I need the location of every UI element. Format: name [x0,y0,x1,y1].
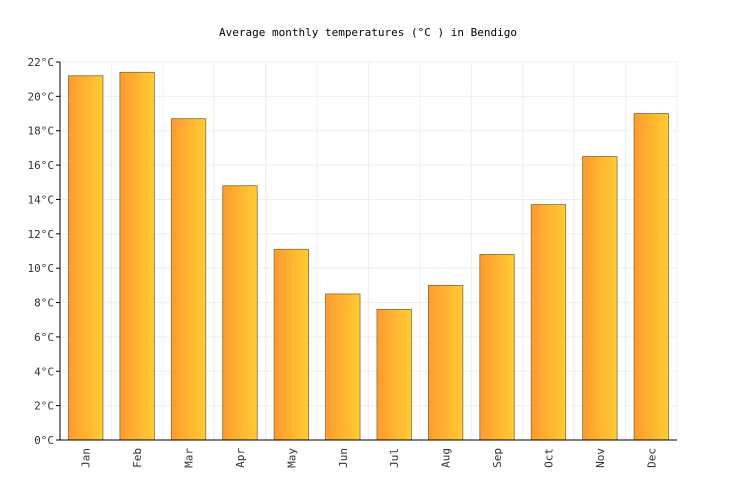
x-tick-label: Jul [388,448,401,468]
y-tick-label: 0°C [34,434,54,447]
y-tick-label: 22°C [28,56,55,69]
bar-jul [376,309,412,441]
y-tick-label: 6°C [34,331,54,344]
y-tick-label: 10°C [28,262,55,275]
bar-nov [582,156,618,441]
chart-title: Average monthly temperatures (°C ) in Be… [219,26,517,39]
bar-apr [222,185,258,441]
x-tick-label: Oct [542,448,555,468]
x-tick-label: Apr [234,448,247,468]
x-tick-label: Jun [337,448,350,468]
x-tick-label: Aug [440,448,453,468]
y-tick-label: 8°C [34,297,54,310]
bars-layer [68,71,669,441]
bar-may [273,248,309,441]
bar-aug [428,284,464,441]
y-tick-label: 14°C [28,193,55,206]
bar-sep [479,254,515,441]
bar-mar [170,118,207,441]
y-tick-label: 12°C [28,228,55,241]
y-tick-label: 18°C [28,125,55,138]
bar-dec [633,113,669,441]
x-tick-label: Nov [594,448,607,468]
x-tick-labels: Jan Feb Mar Apr May Jun Jul Aug Sep Oct Nov Dec [80,448,659,468]
y-tick-labels: 0°C 2°C 4°C 6°C 8°C 10°C 12°C 14°C 16°C 18°C 20°C 2… [28,56,60,447]
x-tick-label: Sep [491,448,504,468]
x-tick-label: May [285,448,298,468]
y-tick-label: 16°C [28,159,55,172]
bar-oct [530,204,567,441]
x-tick-label: Mar [183,448,196,468]
bar-jun [325,293,361,441]
y-tick-label: 20°C [28,90,55,103]
axis-layer [59,62,677,441]
bar-feb [119,71,155,441]
y-tick-label: 4°C [34,365,54,378]
x-tick-label: Jan [80,448,93,468]
bar-jan [68,75,104,441]
x-tick-label: Feb [131,448,144,468]
x-tick-label: Dec [645,448,658,468]
y-tick-label: 2°C [34,400,54,413]
